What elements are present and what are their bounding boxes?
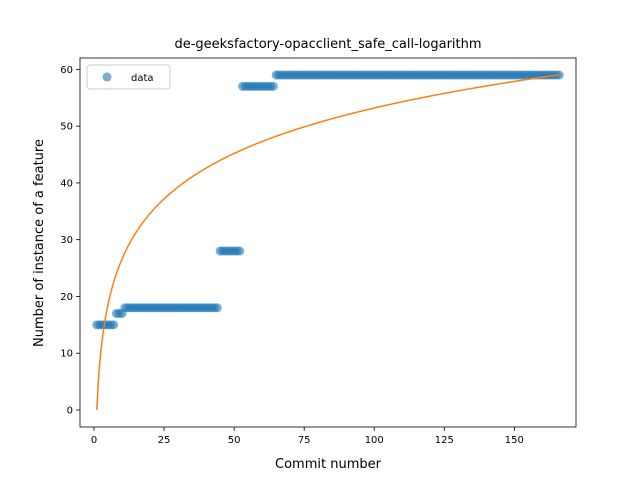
x-tick-label-75: 75 — [298, 435, 311, 446]
y-tick-label-60: 60 — [60, 65, 73, 76]
y-tick-label-40: 40 — [60, 178, 73, 189]
data-point-63 — [268, 81, 278, 91]
legend-marker-data — [102, 72, 112, 82]
y-tick-label-30: 30 — [60, 235, 73, 246]
x-tick-label-0: 0 — [91, 435, 97, 446]
y-axis: 0 10 20 30 40 50 60 — [60, 65, 80, 416]
y-tick-label-50: 50 — [60, 122, 73, 133]
x-tick-label-25: 25 — [158, 435, 171, 446]
x-tick-label-100: 100 — [365, 435, 384, 446]
legend-label-data: data — [131, 73, 154, 84]
x-tick-label-50: 50 — [228, 435, 241, 446]
fit-line — [96, 74, 560, 411]
y-tick-label-0: 0 — [67, 405, 73, 416]
y-tick-label-20: 20 — [60, 292, 73, 303]
legend: data — [86, 64, 171, 90]
data-point-43 — [212, 303, 222, 313]
data-point-51 — [235, 246, 245, 256]
chart-title: de-geeksfactory-opacclient_safe_call-log… — [174, 37, 481, 52]
plot-area — [92, 70, 564, 411]
x-axis-label: Commit number — [275, 457, 382, 472]
y-axis-label: Number of instance of a feature — [32, 139, 47, 347]
plot-frame — [79, 57, 577, 428]
data-point-6 — [109, 320, 119, 330]
legend-box — [86, 64, 171, 90]
x-tick-label-125: 125 — [435, 435, 454, 446]
y-tick-label-10: 10 — [60, 349, 73, 360]
x-tick-label-150: 150 — [505, 435, 524, 446]
x-axis: 0 25 50 75 100 125 150 — [91, 427, 524, 446]
